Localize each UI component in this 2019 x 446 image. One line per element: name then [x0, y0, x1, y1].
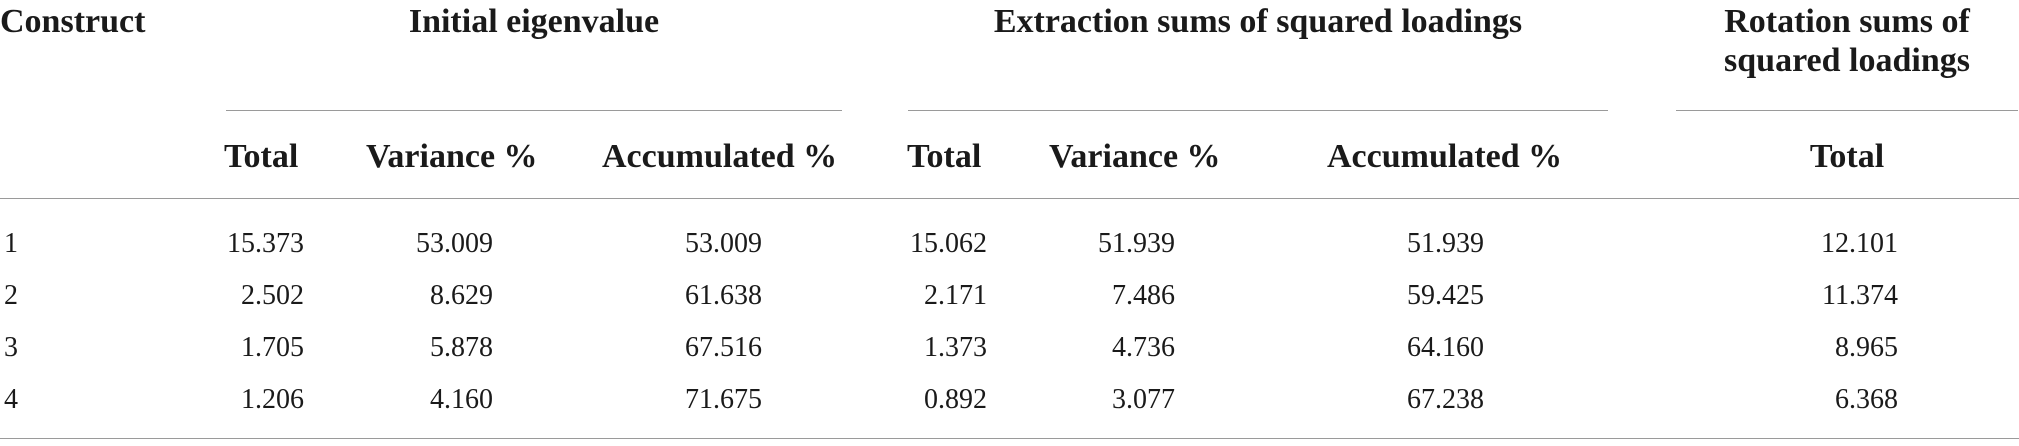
cell-rotation-total: 11.374 [1822, 280, 1898, 311]
subheader-extraction-variance: Variance % [1049, 138, 1221, 175]
group-title-rotation: Rotation sums of squared loadings [1724, 3, 1970, 79]
table-bottom-rule [0, 438, 2019, 439]
cell-extraction-variance: 4.736 [1112, 332, 1175, 363]
subheader-initial-total: Total [224, 138, 299, 175]
cell-construct: 3 [4, 332, 18, 363]
cell-extraction-variance: 3.077 [1112, 384, 1175, 415]
group-rule-rotation [1676, 110, 2018, 111]
cell-initial-variance: 4.160 [430, 384, 493, 415]
cell-extraction-total: 0.892 [924, 384, 987, 415]
cell-rotation-total: 6.368 [1835, 384, 1898, 415]
cell-initial-accumulated: 53.009 [685, 228, 762, 259]
cell-initial-total: 2.502 [241, 280, 304, 311]
header-construct: Construct [0, 3, 146, 40]
cell-initial-total: 1.206 [241, 384, 304, 415]
subheader-extraction-total: Total [907, 138, 982, 175]
cell-construct: 2 [4, 280, 18, 311]
group-title-extraction: Extraction sums of squared loadings [993, 3, 1523, 40]
cell-construct: 1 [4, 228, 18, 259]
subheader-initial-accumulated: Accumulated % [602, 138, 838, 175]
cell-initial-total: 1.705 [241, 332, 304, 363]
subheader-initial-variance: Variance % [366, 138, 538, 175]
cell-extraction-variance: 51.939 [1098, 228, 1175, 259]
cell-construct: 4 [4, 384, 18, 415]
subheader-extraction-accumulated: Accumulated % [1327, 138, 1563, 175]
header-bottom-rule [0, 198, 2019, 199]
cell-extraction-accumulated: 67.238 [1407, 384, 1484, 415]
cell-extraction-total: 1.373 [924, 332, 987, 363]
cell-extraction-accumulated: 64.160 [1407, 332, 1484, 363]
cell-initial-accumulated: 71.675 [685, 384, 762, 415]
cell-extraction-accumulated: 51.939 [1407, 228, 1484, 259]
cell-initial-accumulated: 61.638 [685, 280, 762, 311]
cell-initial-variance: 53.009 [416, 228, 493, 259]
group-title-initial-eigenvalue: Initial eigenvalue [408, 3, 660, 40]
cell-extraction-accumulated: 59.425 [1407, 280, 1484, 311]
group-rule-initial [226, 110, 842, 111]
cell-initial-variance: 5.878 [430, 332, 493, 363]
cell-extraction-variance: 7.486 [1112, 280, 1175, 311]
cell-rotation-total: 8.965 [1835, 332, 1898, 363]
group-rule-extraction [908, 110, 1608, 111]
cell-initial-accumulated: 67.516 [685, 332, 762, 363]
cell-extraction-total: 15.062 [910, 228, 987, 259]
subheader-rotation-total: Total [1809, 138, 1885, 175]
cell-extraction-total: 2.171 [924, 280, 987, 311]
cell-rotation-total: 12.101 [1821, 228, 1898, 259]
cell-initial-variance: 8.629 [430, 280, 493, 311]
cell-initial-total: 15.373 [227, 228, 304, 259]
